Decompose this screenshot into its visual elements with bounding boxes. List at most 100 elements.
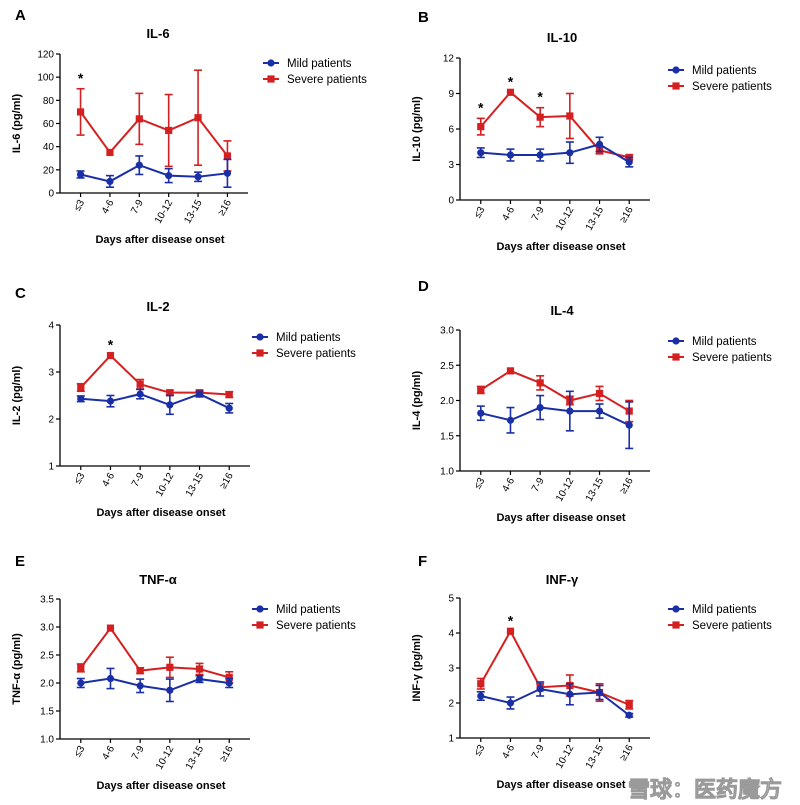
legend-mild-label: Mild patients [692,604,757,616]
y-axis-label: INF-γ (pg/ml) [411,634,423,702]
data-point [106,148,114,157]
x-tick-label: 7-9 [530,205,547,223]
data-point [477,680,485,688]
series-line-severe [479,629,630,706]
x-axis-title: Days after disease onset [496,779,625,791]
y-axis-label: IL-4 (pg/ml) [411,371,423,431]
y-tick-label: 1.0 [40,735,54,746]
y-tick-label: 0 [48,189,54,200]
x-tick-label: ≥16 [216,198,234,218]
y-tick-label: 1.5 [40,707,54,718]
legend-severe-label: Severe patients [692,81,772,93]
data-point [194,114,202,122]
data-point [135,115,143,123]
y-tick-label: 1 [448,734,454,745]
series-mild [476,681,634,719]
x-tick-label: ≤3 [72,471,87,486]
x-tick-label: ≤3 [472,205,487,220]
series-line-severe [79,626,230,679]
y-tick-label: 20 [43,165,55,176]
x-tick-label: 4-6 [100,198,117,216]
series-mild [76,667,234,703]
legend: Mild patients Severe patients [263,58,367,86]
y-axis-label: IL-10 (pg/ml) [411,96,423,162]
data-point [223,152,232,160]
series-severe [476,627,634,710]
data-point [136,380,144,388]
x-axis-title: Days after disease onset [496,512,625,524]
series-severe [76,69,232,172]
legend: Mild patients Severe patients [252,332,356,360]
data-point [106,674,115,683]
chart-title: IL-6 [146,26,169,41]
panel-letter: C [15,285,26,302]
y-tick-label: 9 [448,89,454,100]
data-point [106,351,115,360]
significance-marker: * [478,99,484,115]
data-point [566,112,574,120]
x-axis-title: Days after disease onset [96,507,225,519]
series-severe [476,367,634,423]
legend-marker [256,349,264,357]
series-mild [76,388,234,416]
legend: Mild patients Severe patients [252,604,356,632]
data-point [506,416,515,424]
x-tick-label: 13-15 [584,743,607,771]
x-tick-label: 4-6 [500,205,517,223]
x-tick-label: 13-15 [584,476,607,504]
x-tick-label: 13-15 [584,205,607,233]
legend-marker [672,605,680,613]
y-tick-label: 40 [43,142,55,153]
y-axis-label: IL-6 (pg/ml) [11,94,23,154]
watermark: 雪球：医药魔方 [628,777,782,803]
data-point [76,108,85,116]
series-severe [76,351,234,399]
chart-title: IL-2 [146,299,169,314]
chart-title: IL-10 [547,30,577,45]
legend-mild-label: Mild patients [276,332,341,344]
data-point [625,421,633,429]
y-tick-label: 60 [43,119,55,130]
y-tick-label: 4 [48,321,54,332]
data-point [536,151,544,159]
x-tick-label: 10-12 [554,743,577,771]
x-tick-label: ≥16 [618,743,636,763]
legend-marker [672,82,680,90]
data-point [106,624,115,632]
y-axis-label: IL-2 (pg/ml) [11,366,23,426]
data-point [136,682,144,690]
data-point [536,403,544,412]
data-point [225,404,233,412]
data-point [195,665,204,673]
x-tick-label: 10-12 [154,744,177,772]
x-tick-label: ≤3 [72,744,87,759]
series-line-mild [480,406,630,427]
legend: Mild patients Severe patients [668,336,772,364]
data-point [595,688,604,697]
legend-marker [672,353,680,361]
y-tick-label: 120 [37,50,54,61]
legend-marker [672,66,680,74]
data-point [194,173,202,181]
data-point [595,389,604,398]
data-point [566,149,574,157]
x-tick-label: ≥16 [618,205,636,225]
data-point [477,386,485,394]
legend-severe-label: Severe patients [692,352,772,364]
x-tick-label: 7-9 [530,476,547,494]
x-tick-label: ≤3 [72,198,87,213]
data-point [536,685,544,693]
data-point [136,390,144,398]
x-tick-label: 4-6 [500,743,517,761]
legend-mild-label: Mild patients [692,65,757,77]
panel-letter: A [15,7,26,24]
panel-letter: F [418,553,427,570]
legend-marker [672,621,680,629]
series-line-severe [480,90,630,159]
legend-marker [267,75,275,83]
x-tick-label: ≤3 [472,743,487,758]
y-tick-label: 5 [448,594,454,605]
x-axis-title: Days after disease onset [96,780,225,792]
data-point [506,151,515,159]
data-point [625,711,633,719]
